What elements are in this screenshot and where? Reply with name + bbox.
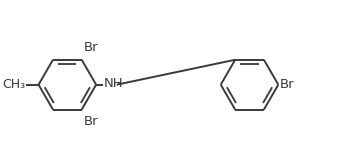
Text: Br: Br xyxy=(84,41,98,55)
Text: Br: Br xyxy=(84,115,98,128)
Text: CH₃: CH₃ xyxy=(2,78,25,91)
Text: NH: NH xyxy=(104,77,124,90)
Text: Br: Br xyxy=(280,78,295,91)
